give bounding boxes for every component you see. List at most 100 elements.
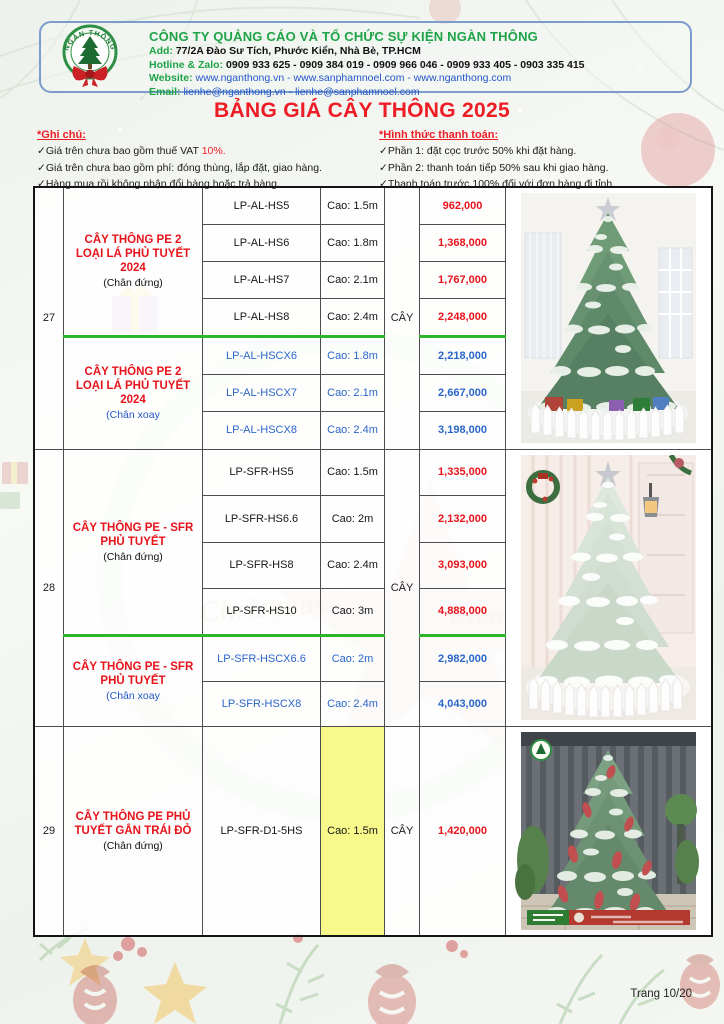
price-cell: 3,198,000 (419, 410, 506, 450)
vendor-logo-chip (530, 738, 552, 761)
price-cell: 2,248,000 (419, 297, 506, 337)
model-cell: LP-SFR-HS6.6 (202, 494, 321, 543)
payment-section: *Hình thức thanh toán: ✓Phần 1: đặt cọc … (379, 127, 709, 193)
bottom-decorations (38, 926, 720, 1024)
unit-cell: CÂY (384, 448, 420, 727)
height-cell: Cao: 2m (320, 494, 385, 543)
table-row: LP-SFR-HSCX8 Cao: 2.4m 4,043,000 (34, 680, 712, 727)
height-cell: Cao: 2.1m (320, 260, 385, 299)
price-cell: 1,420,000 (419, 725, 506, 937)
star-topper-icon (596, 197, 620, 222)
company-name: CÔNG TY QUẢNG CÁO VÀ TỔ CHỨC SỰ KIỆN NGÀ… (149, 29, 538, 44)
company-hotline: Hotline & Zalo: 0909 933 625 - 0909 384 … (149, 58, 585, 71)
star-topper-icon (595, 461, 621, 487)
product-name-cell: CÂY THÔNG PE - SFR PHỦ TUYẾT (Chân xoay (63, 633, 203, 727)
unit-cell: CÂY (384, 186, 420, 450)
page-title: BẢNG GIÁ CÂY THÔNG 2025 (214, 99, 510, 122)
row-number: 27 (33, 186, 64, 450)
red-berries (557, 765, 652, 911)
unit-cell: CÂY (384, 725, 420, 937)
table-row: LP-AL-HS8 Cao: 2.4m 2,248,000 (34, 297, 712, 337)
note-item: ✓Phần 2: thanh toán tiếp 50% sau khi gia… (379, 161, 609, 174)
model-cell: LP-AL-HS5 (202, 186, 321, 225)
note-item: ✓Giá trên chưa bao gồm phí: đóng thùng, … (37, 161, 322, 174)
price-cell: 1,335,000 (419, 448, 506, 496)
product-name-cell: CÂY THÔNG PE 2 LOẠI LÁ PHỦ TUYẾT 2024 (C… (63, 186, 203, 337)
payment-title: *Hình thức thanh toán: (379, 129, 499, 141)
check-icon: ✓ (37, 145, 46, 158)
height-cell: Cao: 1.5m (320, 448, 385, 496)
company-logo: NGÀN THÔNG (62, 24, 118, 87)
check-icon: ✓ (379, 161, 388, 174)
table-row: 29 CÂY THÔNG PE PHỦ TUYẾT GẮN TRÁI ĐỎ (C… (33, 725, 713, 937)
product-photo-white-flocked-tree-porch (521, 455, 696, 720)
company-info: CÔNG TY QUẢNG CÁO VÀ TỔ CHỨC SỰ KIỆN NGÀ… (149, 30, 585, 99)
plant-left (515, 825, 549, 900)
product-photo-flocked-tree-red-berries-gate (515, 731, 699, 930)
table-row: LP-SFR-HS6.6 Cao: 2m 2,132,000 (34, 494, 712, 543)
table-row: CÂY THÔNG PE - SFR PHỦ TUYẾT (Chân xoay … (34, 633, 712, 727)
notes-title: *Ghi chú: (37, 129, 86, 141)
product-photo-cell (505, 448, 713, 727)
model-cell: LP-AL-HSCX8 (202, 410, 321, 450)
model-cell: LP-AL-HSCX6 (202, 334, 321, 375)
lantern-icon (643, 483, 659, 517)
email-links[interactable]: lienhe@nganthong.vn - lienhe@sanphamnoel… (183, 85, 420, 98)
price-cell: 3,093,000 (419, 541, 506, 589)
table-row: CÂY THÔNG PE 2 LOẠI LÁ PHỦ TUYẾT 2024 (C… (34, 334, 712, 450)
table-row: LP-SFR-HS8 Cao: 2.4m 3,093,000 (34, 541, 712, 589)
table-row: LP-AL-HS7 Cao: 2.1m 1,767,000 (34, 260, 712, 299)
note-item: ✓Giá trên chưa bao gồm thuế VAT 10%. (37, 145, 226, 158)
price-cell: 962,000 (419, 186, 506, 225)
height-cell: Cao: 2.4m (320, 410, 385, 450)
wreath-icon (526, 470, 560, 504)
company-address: Add: 77/2A Đào Sư Tích, Phước Kiển, Nhà … (149, 45, 421, 58)
model-cell: LP-SFR-HSCX6.6 (202, 633, 321, 682)
table-row: 28 CÂY THÔNG PE - SFR PHỦ TUYẾT (Chân đứ… (33, 448, 713, 727)
check-icon: ✓ (379, 145, 388, 158)
product-name-cell: CÂY THÔNG PE 2 LOẠI LÁ PHỦ TUYẾT 2024 (C… (63, 334, 203, 450)
price-table: 27 CÂY THÔNG PE 2 LOẠI LÁ PHỦ TUYẾT 2024… (33, 186, 713, 937)
check-icon: ✓ (37, 161, 46, 174)
height-cell: Cao: 3m (320, 587, 385, 636)
page-number: Trang 10/20 (630, 988, 692, 1000)
price-cell: 4,888,000 (419, 587, 506, 636)
height-cell: Cao: 2.4m (320, 680, 385, 727)
product-name-cell: CÂY THÔNG PE - SFR PHỦ TUYẾT (Chân đứng) (63, 448, 203, 636)
note-item: ✓Thanh toán trước 100% đối với đơn hàng … (379, 178, 616, 191)
product-name-cell: CÂY THÔNG PE PHỦ TUYẾT GẮN TRÁI ĐỎ (Chân… (63, 725, 203, 937)
model-cell: LP-AL-HSCX7 (202, 373, 321, 412)
table-row: LP-AL-HS6 Cao: 1.8m 1,368,000 (34, 223, 712, 262)
height-cell-highlighted: Cao: 1.5m (320, 725, 385, 937)
company-emails: Email: lienhe@nganthong.vn - lienhe@sanp… (149, 85, 420, 98)
table-row: LP-AL-HSCX8 Cao: 2.4m 3,198,000 (34, 410, 712, 450)
height-cell: Cao: 1.8m (320, 334, 385, 375)
table-row: LP-SFR-HS10 Cao: 3m 4,888,000 (34, 587, 712, 636)
note-item: ✓Hàng mua rồi không nhận đổi hàng hoặc t… (37, 178, 280, 191)
company-websites: Website: www.nganthong.vn - www.sanphamn… (149, 72, 512, 85)
model-cell: LP-SFR-D1-5HS (202, 725, 321, 937)
model-cell: LP-SFR-HS10 (202, 587, 321, 636)
product-photo-cell (505, 186, 713, 450)
vendor-banner (527, 909, 690, 925)
model-cell: LP-AL-HS8 (202, 297, 321, 337)
gift-watermark-left-edge (0, 462, 28, 509)
notes-section: *Ghi chú: ✓Giá trên chưa bao gồm thuế VA… (37, 127, 372, 193)
price-cell: 2,667,000 (419, 373, 506, 412)
picket-fence (527, 676, 689, 718)
height-cell: Cao: 2.4m (320, 297, 385, 337)
price-cell: 1,767,000 (419, 260, 506, 299)
plant-right (665, 793, 699, 884)
price-cell: 2,132,000 (419, 494, 506, 543)
price-cell: 4,043,000 (419, 680, 506, 727)
height-cell: Cao: 1.5m (320, 186, 385, 225)
row-number: 29 (33, 725, 64, 937)
table-row: 27 CÂY THÔNG PE 2 LOẠI LÁ PHỦ TUYẾT 2024… (33, 186, 713, 450)
product-photo-flocked-tree-indoor (521, 193, 696, 444)
height-cell: Cao: 1.8m (320, 223, 385, 262)
website-links[interactable]: www.nganthong.vn - www.sanphamnoel.com -… (195, 72, 512, 85)
picket-fence (529, 402, 687, 441)
note-item: ✓Phần 1: đặt cọc trước 50% khi đặt hàng. (379, 145, 577, 158)
height-cell: Cao: 2.4m (320, 541, 385, 589)
